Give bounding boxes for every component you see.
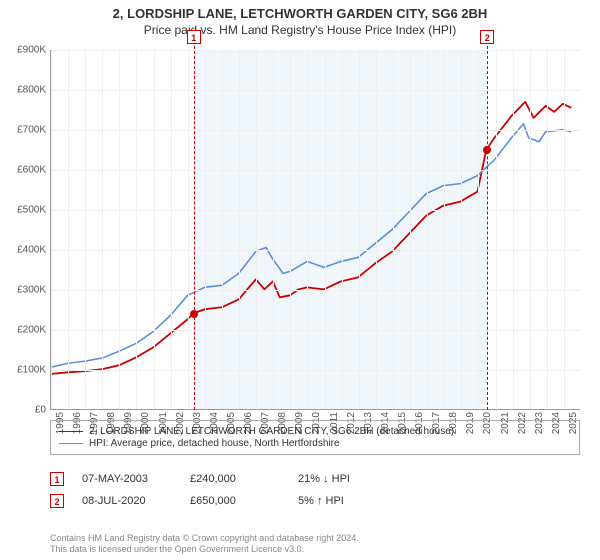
data-point	[483, 146, 491, 154]
marker-line	[487, 36, 488, 410]
sale-row: 1 07-MAY-2003 £240,000 21% ↓ HPI	[50, 472, 580, 486]
series-line-price_paid	[51, 102, 571, 374]
legend-swatch	[59, 431, 83, 432]
sale-delta: 21% ↓ HPI	[298, 473, 388, 485]
plot-region: £0£100K£200K£300K£400K£500K£600K£700K£80…	[50, 50, 580, 410]
legend-swatch	[59, 443, 83, 444]
data-point	[190, 310, 198, 318]
sale-date: 07-MAY-2003	[82, 473, 172, 485]
y-axis-label: £400K	[17, 245, 46, 256]
marker-line	[194, 36, 195, 410]
sale-price: £650,000	[190, 495, 280, 507]
chart-area: £0£100K£200K£300K£400K£500K£600K£700K£80…	[50, 50, 580, 410]
sale-price: £240,000	[190, 473, 280, 485]
sale-badge: 2	[50, 494, 64, 508]
y-axis-label: £500K	[17, 205, 46, 216]
footer-line-2: This data is licensed under the Open Gov…	[50, 544, 580, 556]
legend: 2, LORDSHIP LANE, LETCHWORTH GARDEN CITY…	[50, 420, 580, 455]
y-axis-label: £800K	[17, 85, 46, 96]
line-layer	[51, 50, 580, 409]
y-axis-label: £100K	[17, 365, 46, 376]
chart-title: 2, LORDSHIP LANE, LETCHWORTH GARDEN CITY…	[0, 6, 600, 21]
sale-badge: 1	[50, 472, 64, 486]
y-axis-label: £700K	[17, 125, 46, 136]
y-axis-label: £900K	[17, 45, 46, 56]
footer-text: Contains HM Land Registry data © Crown c…	[50, 533, 580, 556]
sale-row: 2 08-JUL-2020 £650,000 5% ↑ HPI	[50, 494, 580, 508]
sale-date: 08-JUL-2020	[82, 495, 172, 507]
y-axis-label: £0	[35, 405, 46, 416]
footer-line-1: Contains HM Land Registry data © Crown c…	[50, 533, 580, 545]
y-axis-label: £200K	[17, 325, 46, 336]
legend-item: 2, LORDSHIP LANE, LETCHWORTH GARDEN CITY…	[59, 426, 571, 437]
y-axis-label: £600K	[17, 165, 46, 176]
legend-label: HPI: Average price, detached house, Nort…	[89, 438, 340, 449]
sale-delta: 5% ↑ HPI	[298, 495, 388, 507]
marker-badge: 1	[187, 30, 201, 44]
marker-badge: 2	[480, 30, 494, 44]
y-axis-label: £300K	[17, 285, 46, 296]
chart-subtitle: Price paid vs. HM Land Registry's House …	[0, 23, 600, 37]
legend-label: 2, LORDSHIP LANE, LETCHWORTH GARDEN CITY…	[89, 426, 454, 437]
legend-item: HPI: Average price, detached house, Nort…	[59, 438, 571, 449]
